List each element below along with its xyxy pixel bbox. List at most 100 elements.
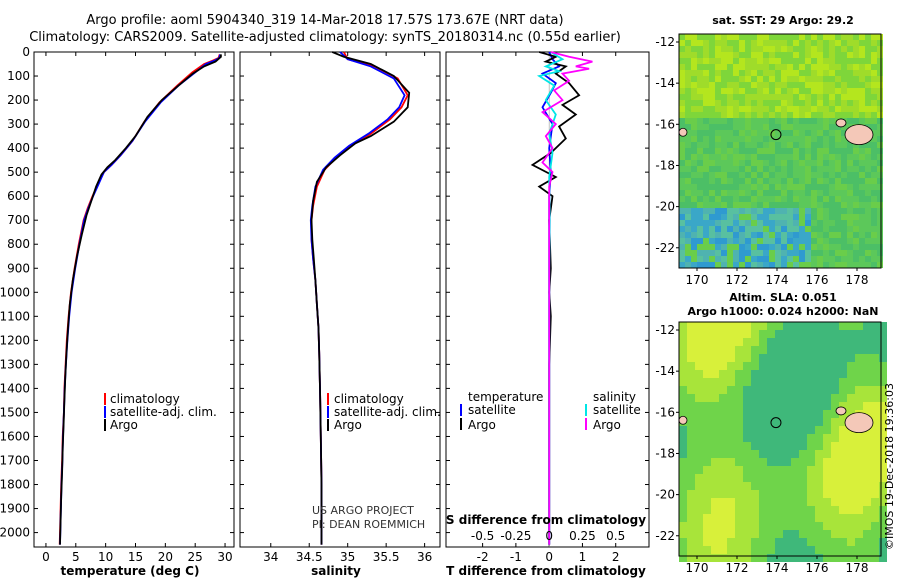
x-tick-label: -1 bbox=[510, 550, 522, 564]
legend-t-satellite: satellite bbox=[468, 403, 516, 417]
map-lon-label: 174 bbox=[766, 273, 789, 287]
map-lat-label: -20 bbox=[655, 488, 675, 502]
series-line-satellite-adj-clim- bbox=[309, 51, 406, 545]
island-shape bbox=[844, 124, 874, 146]
x-tick-label: 35 bbox=[340, 550, 355, 564]
x-tick-label: -2 bbox=[477, 550, 489, 564]
temperature-legend: climatology satellite-adj. clim. Argo bbox=[104, 392, 217, 432]
legend-temperature-title: temperature bbox=[468, 390, 543, 404]
legend-argo: Argo bbox=[334, 418, 362, 432]
x-tick-label: 30 bbox=[217, 550, 232, 564]
map-lat-label: -16 bbox=[655, 117, 675, 131]
series-line-argo bbox=[310, 51, 411, 545]
island-shape bbox=[835, 406, 847, 416]
sla-map: -12 -14 -16 -18 -20 -22 170 172 174 176 178 bbox=[655, 321, 887, 575]
x-tick-label: 34 bbox=[263, 550, 278, 564]
difference-panel-frame bbox=[445, 51, 650, 548]
map-frame bbox=[678, 33, 882, 269]
x-tick-label: 1 bbox=[579, 550, 587, 564]
difference-legend: temperature satellite Argo salinity sate… bbox=[460, 390, 641, 432]
y-tick-label: 800 bbox=[7, 237, 30, 251]
legend-t-argo: Argo bbox=[468, 418, 496, 432]
sla-map-title-1: Altim. SLA: 0.051 bbox=[729, 291, 836, 304]
y-tick-label: 500 bbox=[7, 165, 30, 179]
legend-satellite-adj: satellite-adj. clim. bbox=[334, 405, 441, 419]
map-lat-label: -12 bbox=[655, 35, 675, 49]
y-tick-label: 1900 bbox=[0, 502, 30, 516]
map-lon-label: 178 bbox=[846, 273, 869, 287]
x-tick-label: 15 bbox=[128, 550, 143, 564]
map-lat-label: -20 bbox=[655, 200, 675, 214]
temperature-axis-title: temperature (deg C) bbox=[61, 564, 200, 578]
s-tick-label: -0.25 bbox=[500, 529, 531, 543]
plot-title-line-2: Climatology: CARS2009. Satellite-adjuste… bbox=[29, 30, 621, 45]
y-tick-label: 2000 bbox=[0, 526, 30, 540]
salinity-axis-title: salinity bbox=[311, 564, 361, 578]
island-shape bbox=[678, 415, 688, 425]
y-tick-label: 700 bbox=[7, 213, 30, 227]
map-lon-label: 170 bbox=[686, 561, 709, 575]
profile-location-marker bbox=[770, 129, 782, 141]
y-tick-label: 100 bbox=[7, 69, 30, 83]
x-tick-label: 35.5 bbox=[373, 550, 400, 564]
y-tick-label: 900 bbox=[7, 261, 30, 275]
sst-map: -12 -14 -16 -18 -20 -22 170 172 174 176 178 bbox=[655, 33, 883, 287]
pi-annotation: PI: DEAN ROEMMICH bbox=[312, 518, 425, 531]
y-tick-label: 1600 bbox=[0, 429, 30, 443]
y-tick-label: 300 bbox=[7, 117, 30, 131]
map-lon-label: 176 bbox=[806, 561, 829, 575]
x-tick-label: 0 bbox=[545, 550, 553, 564]
map-lat-label: -22 bbox=[655, 241, 675, 255]
y-tick-label: 1500 bbox=[0, 405, 30, 419]
island-shape bbox=[835, 118, 847, 128]
y-tick-label: 1400 bbox=[0, 381, 30, 395]
sst-map-title: sat. SST: 29 Argo: 29.2 bbox=[712, 14, 854, 27]
legend-s-satellite: satellite bbox=[593, 403, 641, 417]
y-tick-label: 1800 bbox=[0, 478, 30, 492]
map-lat-label: -22 bbox=[655, 529, 675, 543]
island-shape bbox=[844, 412, 874, 434]
profile-location-marker bbox=[770, 417, 782, 429]
map-lat-label: -16 bbox=[655, 405, 675, 419]
x-tick-label: 34.5 bbox=[296, 550, 323, 564]
legend-climatology: climatology bbox=[334, 392, 404, 406]
series-line-climatology bbox=[310, 51, 409, 545]
series-line-t-argo bbox=[530, 51, 581, 545]
series-line-t-satellite bbox=[540, 51, 561, 545]
map-lon-label: 172 bbox=[726, 273, 749, 287]
t-difference-axis-title: T difference from climatology bbox=[446, 564, 646, 578]
y-tick-label: 1200 bbox=[0, 333, 30, 347]
series-line-argo bbox=[59, 54, 222, 545]
y-tick-label: 1100 bbox=[0, 309, 30, 323]
copyright-footer: ©IMOS 19-Dec-2018 19:36:03 bbox=[883, 383, 896, 550]
map-lon-label: 174 bbox=[766, 561, 789, 575]
salinity-legend: climatology satellite-adj. clim. Argo bbox=[327, 392, 441, 432]
salinity-panel-frame bbox=[239, 51, 441, 548]
s-tick-label: 0.25 bbox=[569, 529, 596, 543]
s-difference-title: S difference from climatology bbox=[446, 513, 646, 527]
y-tick-label: 1000 bbox=[0, 285, 30, 299]
map-lon-label: 172 bbox=[726, 561, 749, 575]
s-tick-label: 0.5 bbox=[606, 529, 625, 543]
s-tick-label: -0.5 bbox=[471, 529, 494, 543]
map-lat-label: -18 bbox=[655, 158, 675, 172]
map-lat-label: -12 bbox=[655, 323, 675, 337]
temperature-panel-frame bbox=[33, 51, 235, 548]
legend-argo: Argo bbox=[110, 418, 138, 432]
x-tick-label: 0 bbox=[42, 550, 50, 564]
x-tick-label: 20 bbox=[158, 550, 173, 564]
s-tick-label: 0 bbox=[545, 529, 553, 543]
legend-satellite-adj: satellite-adj. clim. bbox=[110, 405, 217, 419]
map-frame bbox=[678, 321, 882, 557]
map-lon-label: 176 bbox=[806, 273, 829, 287]
x-tick-label: 10 bbox=[98, 550, 113, 564]
x-tick-label: 25 bbox=[188, 550, 203, 564]
x-tick-label: 36 bbox=[417, 550, 432, 564]
map-lon-label: 170 bbox=[686, 273, 709, 287]
legend-salinity-title: salinity bbox=[593, 390, 636, 404]
plot-title-line-1: Argo profile: aoml 5904340_319 14-Mar-20… bbox=[86, 13, 564, 28]
project-annotation: US ARGO PROJECT bbox=[312, 504, 414, 517]
y-tick-label: 200 bbox=[7, 93, 30, 107]
island-shape bbox=[678, 127, 688, 137]
